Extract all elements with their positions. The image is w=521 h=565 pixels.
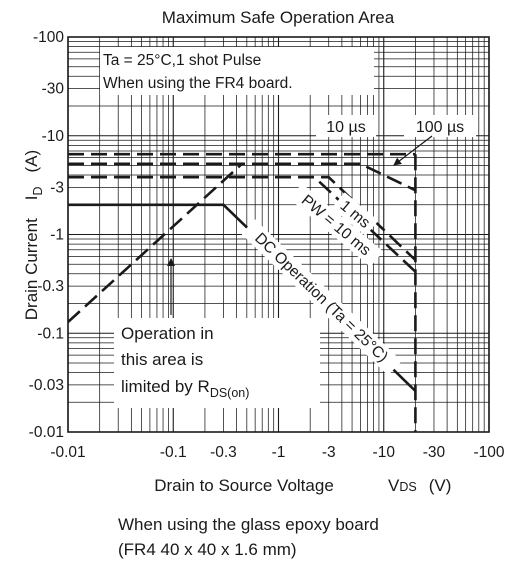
label-10ms-background: [289, 183, 384, 267]
rds-annotation: Operation in this area is limited by RDS…: [114, 318, 320, 408]
conditions-background: [100, 47, 374, 95]
caption-line-1: When using the glass epoxy board: [118, 515, 379, 534]
series-line: [68, 162, 416, 192]
arrow-100us: [393, 135, 433, 166]
y-tick-label: -30: [42, 81, 65, 98]
x-tick-label: -1: [272, 444, 286, 461]
label-100us-background: [404, 115, 476, 137]
x-tick-label: -10: [373, 444, 396, 461]
caption-line-2: (FR4 40 x 40 x 1.6 mm): [118, 540, 297, 559]
y-tick-label: -100: [33, 29, 64, 46]
y-tick-label: -3: [50, 179, 64, 196]
x-axis-unit: VDS (V): [388, 476, 451, 495]
label-10us: 10 µs: [326, 119, 365, 136]
x-axis-title: Drain to Source Voltage: [154, 476, 334, 495]
x-tick-label: -0.1: [160, 444, 187, 461]
conditions-line-1: Ta = 25°C,1 shot Pulse: [103, 52, 261, 69]
plot-frame: [67, 36, 490, 433]
x-tick-label: -30: [423, 444, 446, 461]
x-tick-label: -0.3: [210, 444, 237, 461]
x-tick-labels: -0.01 -0.1 -0.3 -1 -3 -10 -30 -100: [50, 444, 505, 461]
x-tick-label: -100: [473, 444, 504, 461]
x-tick-label: -3: [322, 444, 336, 461]
y-tick-labels: -100 -30 -10 -3 -1 -0.3 -0.1 -0.03 -0.01: [29, 29, 65, 441]
y-tick-label: -0.1: [37, 325, 64, 342]
x-tick-label: -0.01: [50, 444, 85, 461]
series-line: [68, 175, 417, 273]
label-dc-background: [241, 219, 402, 376]
series-line: [68, 175, 417, 262]
label-1ms-background: [331, 192, 379, 236]
y-axis-title: Drain CurrentID(A): [22, 150, 45, 320]
rds-annotation-background: [114, 318, 320, 408]
y-tick-label: -0.01: [29, 424, 64, 441]
conditions-box: Ta = 25°C,1 shot Pulse When using the FR…: [100, 47, 374, 95]
rds-annotation-line-1: Operation in: [121, 324, 214, 343]
series-line: [68, 162, 243, 323]
chart-title: Maximum Safe Operation Area: [162, 8, 395, 27]
rds-annotation-line-2: this area is: [121, 350, 203, 369]
rds-annotation-line-3: limited by RDS(on): [121, 377, 249, 400]
y-tick-label: -0.3: [37, 278, 64, 295]
label-100us: 100 µs: [416, 119, 464, 136]
y-tick-label: -0.03: [29, 377, 64, 394]
y-tick-label: -1: [50, 227, 64, 244]
y-tick-label: -10: [42, 128, 65, 145]
conditions-line-2: When using the FR4 board.: [103, 75, 293, 92]
label-10us-background: [316, 115, 376, 137]
